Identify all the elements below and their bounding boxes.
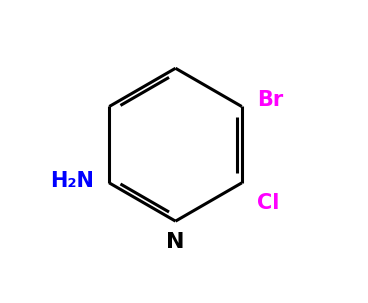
Text: Cl: Cl xyxy=(257,193,279,213)
Text: N: N xyxy=(166,232,185,252)
Text: H₂N: H₂N xyxy=(50,171,94,191)
Text: Br: Br xyxy=(257,90,283,110)
